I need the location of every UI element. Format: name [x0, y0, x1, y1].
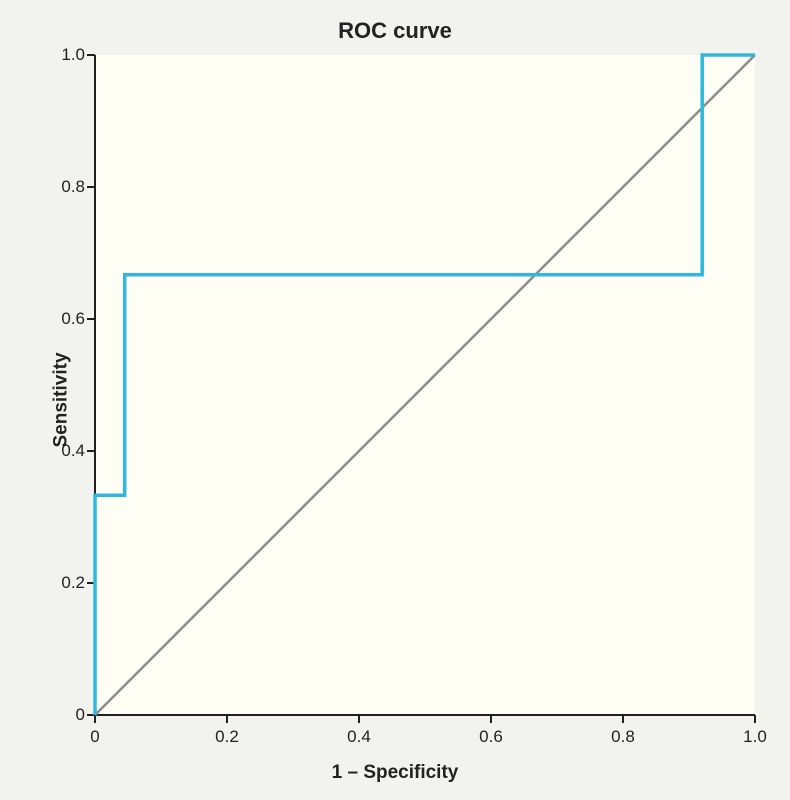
x-tick-label: 0 — [75, 727, 115, 747]
y-tick-label: 0.8 — [45, 177, 85, 197]
y-axis-label: Sensitivity — [51, 352, 73, 447]
y-tick-label: 1.0 — [45, 45, 85, 65]
chart-title: ROC curve — [0, 18, 790, 44]
x-tick-label: 0.2 — [207, 727, 247, 747]
y-tick-label: 0.6 — [45, 309, 85, 329]
roc-chart: ROC curve Sensitivity 1 – Specificity 00… — [0, 0, 790, 800]
y-tick-label: 0.4 — [45, 441, 85, 461]
y-tick-label: 0 — [45, 705, 85, 725]
x-tick-label: 0.6 — [471, 727, 511, 747]
x-axis-label: 1 – Specificity — [0, 762, 790, 784]
x-tick-label: 0.8 — [603, 727, 643, 747]
x-tick-label: 0.4 — [339, 727, 379, 747]
x-tick-label: 1.0 — [735, 727, 775, 747]
y-tick-label: 0.2 — [45, 573, 85, 593]
plot-area — [85, 45, 765, 725]
